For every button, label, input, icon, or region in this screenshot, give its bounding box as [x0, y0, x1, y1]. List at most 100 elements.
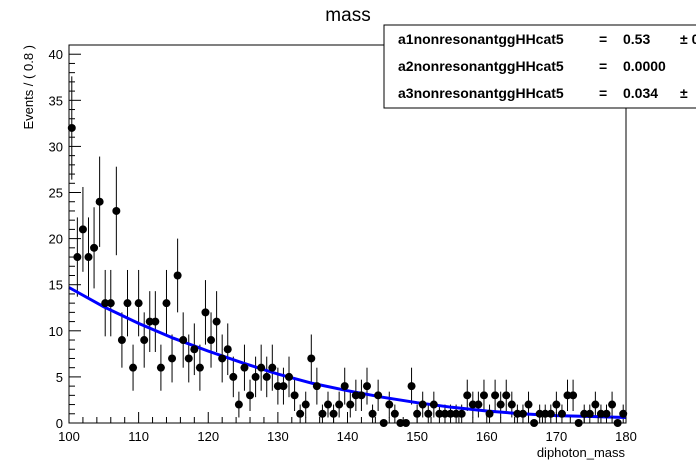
- data-point: [374, 391, 383, 400]
- data-point: [229, 372, 238, 381]
- data-point: [496, 400, 505, 409]
- data-point: [362, 382, 371, 391]
- data-point: [563, 391, 572, 400]
- data-point: [296, 409, 305, 418]
- y-tick-label: 25: [49, 186, 63, 201]
- data-point: [168, 354, 177, 363]
- data-point: [440, 409, 449, 418]
- data-point: [429, 400, 438, 409]
- data-point: [218, 354, 227, 363]
- data-point: [541, 409, 550, 418]
- param-value: 0.53: [623, 31, 650, 47]
- data-point: [546, 409, 555, 418]
- data-point: [596, 409, 605, 418]
- param-equals: =: [599, 31, 607, 47]
- data-point: [251, 372, 260, 381]
- data-point: [179, 336, 188, 345]
- data-point: [468, 400, 477, 409]
- x-tick-label: 170: [546, 429, 568, 444]
- x-axis: 100 110 120 130 140 150 160 170 180: [58, 412, 637, 444]
- data-point: [602, 409, 611, 418]
- y-tick-label: 0: [56, 416, 63, 431]
- data-point: [591, 400, 600, 409]
- data-point: [329, 409, 338, 418]
- data-point: [223, 345, 232, 354]
- data-point: [418, 400, 427, 409]
- y-axis-label: Events / ( 0.8 ): [21, 45, 36, 130]
- data-point: [307, 354, 316, 363]
- data-point: [207, 336, 216, 345]
- data-point: [346, 400, 355, 409]
- data-point: [318, 409, 327, 418]
- data-point: [557, 409, 566, 418]
- data-point: [474, 400, 483, 409]
- y-tick-label: 20: [49, 232, 63, 247]
- data-point: [279, 382, 288, 391]
- data-point: [357, 391, 366, 400]
- data-point: [173, 271, 182, 280]
- data-point: [312, 382, 321, 391]
- data-point: [535, 409, 544, 418]
- data-point: [90, 243, 99, 252]
- data-point: [246, 391, 255, 400]
- x-tick-label: 110: [128, 429, 149, 444]
- data-point: [257, 363, 266, 372]
- y-axis: 0 5 10 15 20 25 30 35 40: [49, 44, 81, 431]
- data-point: [619, 409, 628, 418]
- x-tick-label: 140: [337, 429, 359, 444]
- data-point: [585, 409, 594, 418]
- x-axis-label: diphoton_mass: [537, 445, 626, 460]
- y-tick-label: 5: [56, 370, 63, 385]
- param-box: a1nonresonantggHHcat5 = 0.53 ± 0 a2nonresona…: [383, 24, 696, 109]
- x-tick-label: 130: [267, 429, 289, 444]
- data-point: [78, 225, 87, 234]
- data-point: [162, 299, 171, 308]
- chart-title: mass: [325, 5, 370, 26]
- x-tick-label: 120: [197, 429, 219, 444]
- data-point: [301, 400, 310, 409]
- data-point: [463, 391, 472, 400]
- data-point: [190, 345, 199, 354]
- data-point: [351, 391, 360, 400]
- x-tick-label: 160: [476, 429, 498, 444]
- data-point: [73, 253, 82, 262]
- data-point: [240, 363, 249, 372]
- y-tick-label: 30: [49, 139, 63, 154]
- data-point: [452, 409, 461, 418]
- data-point: [262, 372, 271, 381]
- data-point: [513, 409, 522, 418]
- data-point: [368, 409, 377, 418]
- data-point: [134, 299, 143, 308]
- param-equals: =: [599, 85, 607, 101]
- data-point: [502, 391, 511, 400]
- data-point: [424, 409, 433, 418]
- data-point: [95, 197, 104, 206]
- x-tick-label: 100: [58, 429, 80, 444]
- x-tick-label: 180: [615, 429, 637, 444]
- param-name: a1nonresonantggHHcat5: [398, 31, 564, 47]
- data-point: [290, 391, 299, 400]
- data-point: [101, 299, 110, 308]
- data-point: [457, 409, 466, 418]
- data-point: [184, 354, 193, 363]
- data-point: [123, 299, 132, 308]
- y-tick-label: 40: [49, 47, 63, 62]
- data-point: [491, 391, 500, 400]
- data-point: [212, 317, 221, 326]
- data-point: [608, 400, 617, 409]
- data-point: [524, 400, 533, 409]
- data-point: [156, 363, 165, 372]
- param-error: ±: [680, 85, 688, 101]
- data-point: [552, 400, 561, 409]
- data-point: [112, 206, 121, 215]
- data-point: [407, 382, 416, 391]
- data-point: [140, 336, 149, 345]
- data-point: [234, 400, 243, 409]
- data-point: [507, 400, 516, 409]
- data-point: [117, 336, 126, 345]
- x-tick-label: 150: [406, 429, 428, 444]
- data-point: [201, 308, 210, 317]
- data-point: [479, 391, 488, 400]
- data-point: [106, 299, 115, 308]
